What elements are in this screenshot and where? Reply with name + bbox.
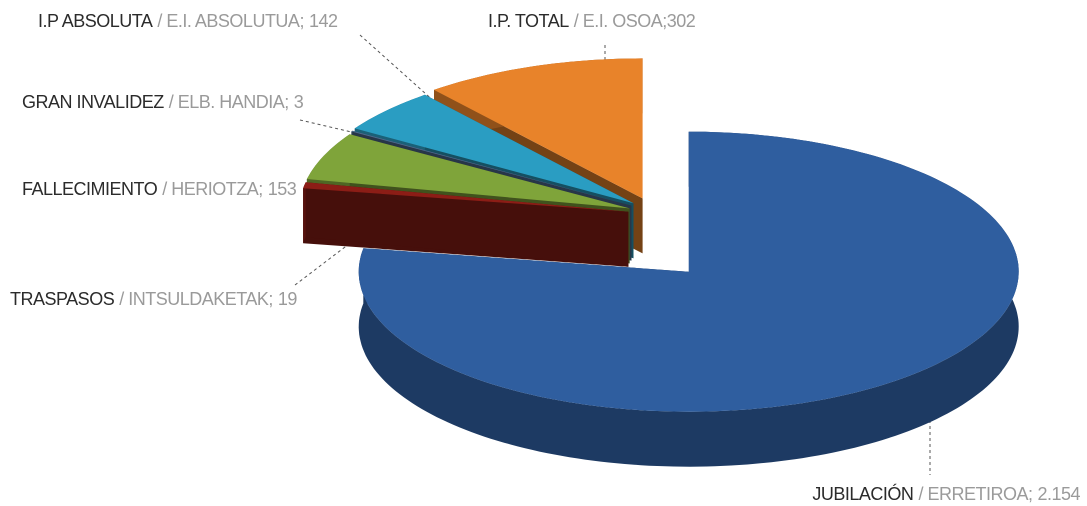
label-name: I.P. TOTAL	[488, 11, 569, 31]
slice-top	[306, 134, 630, 209]
value-label: 3	[294, 92, 304, 112]
pie-slice	[358, 131, 1019, 467]
label-subname: / E.I. ABSOLUTUA;	[157, 11, 304, 31]
label-subname: / HERIOTZA;	[162, 179, 263, 199]
value-label: 302	[667, 11, 696, 31]
slice-top	[354, 94, 634, 204]
slice-label: I.P ABSOLUTA / E.I. ABSOLUTUA; 142	[38, 11, 338, 31]
value-label: 153	[268, 179, 297, 199]
value-label: 19	[278, 289, 298, 309]
label-name: TRASPASOS	[10, 289, 115, 309]
slice-label: JUBILACIÓN / ERRETIROA; 2.154	[812, 483, 1080, 504]
slice-label: GRAN INVALIDEZ / ELB. HANDIA; 3	[22, 92, 304, 112]
slice-top	[434, 58, 643, 199]
label-name: I.P ABSOLUTA	[38, 11, 153, 31]
slice-top	[303, 182, 629, 212]
slice-wall	[303, 182, 306, 244]
slice-label: FALLECIMIENTO / HERIOTZA; 153	[22, 179, 297, 199]
label-subname: / ERRETIROA;	[918, 484, 1032, 504]
label-name: GRAN INVALIDEZ	[22, 92, 164, 112]
slice-top	[351, 130, 632, 206]
slice-label: I.P. TOTAL / E.I. OSOA;302	[488, 11, 696, 31]
slice-label: TRASPASOS / INTSULDAKETAK; 19	[10, 289, 297, 309]
value-label: 2.154	[1037, 484, 1080, 504]
label-name: JUBILACIÓN	[812, 483, 913, 504]
label-subname: / ELB. HANDIA;	[169, 92, 289, 112]
slice-side	[305, 182, 629, 267]
value-label: 142	[309, 11, 338, 31]
slice-top	[358, 131, 1019, 412]
label-subname: / E.I. OSOA;	[574, 11, 667, 31]
label-name: FALLECIMIENTO	[22, 179, 158, 199]
label-subname: / INTSULDAKETAK;	[119, 289, 273, 309]
pie-slice	[303, 182, 629, 267]
